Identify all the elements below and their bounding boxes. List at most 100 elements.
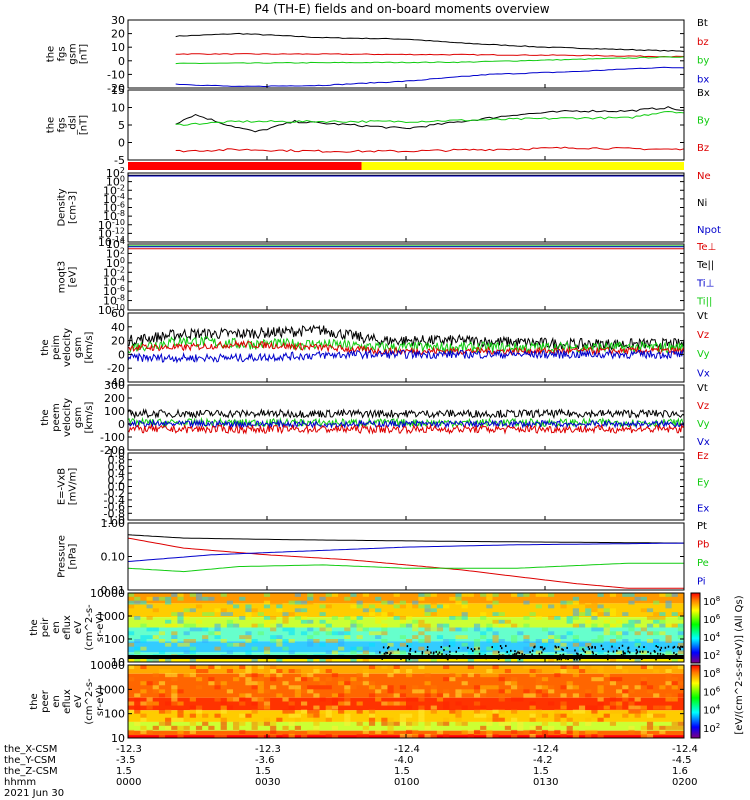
spectrogram-cell — [541, 729, 549, 734]
spectrogram-cell — [319, 627, 326, 632]
spectrogram-cell — [455, 701, 462, 706]
spectrogram-cell — [356, 593, 363, 597]
spectrogram-cell — [356, 673, 363, 678]
spectrogram-cell — [597, 701, 604, 706]
ephemeris-row-label: the_X-CSM — [4, 744, 57, 755]
spectrogram-cell — [338, 596, 345, 601]
spectrogram-cell — [344, 697, 351, 702]
y-axis-label: velocity — [62, 328, 73, 367]
spectrogram-cell — [375, 689, 382, 694]
spectrogram-cell — [288, 721, 295, 726]
spectrogram-cell — [498, 689, 505, 694]
spectrogram-cell — [436, 635, 444, 639]
spectrogram-cell — [504, 619, 512, 624]
series-Bz — [175, 146, 685, 153]
spectrogram-cell — [473, 623, 481, 628]
spectrogram-cell — [461, 642, 468, 647]
spectrogram-cell — [443, 717, 450, 722]
spectrogram-cell — [171, 717, 178, 722]
spectrogram-cell — [492, 631, 499, 636]
spectrogram-speck — [523, 654, 526, 657]
spectrogram-cell — [270, 677, 277, 682]
spectrogram-cell — [486, 729, 493, 734]
spectrogram-cell — [486, 717, 493, 722]
spectrogram-cell — [325, 733, 332, 738]
spectrogram-speck — [629, 657, 631, 660]
spectrogram-cell — [609, 701, 617, 706]
spectrogram-cell — [195, 677, 203, 682]
spectrogram-cell — [585, 619, 592, 624]
spectrogram-cell — [467, 673, 474, 678]
spectrogram-cell — [591, 639, 598, 643]
spectrogram-cell — [387, 717, 394, 722]
spectrogram-cell — [634, 619, 641, 624]
spectrogram-cell — [609, 593, 617, 597]
spectrogram-cell — [659, 685, 666, 690]
y-axis-label: eV — [73, 695, 84, 708]
spectrogram-cell — [381, 685, 388, 690]
spectrogram-cell — [560, 693, 567, 698]
spectrogram-cell — [134, 693, 141, 698]
spectrogram-cell — [263, 646, 271, 651]
spectrogram-cell — [671, 612, 678, 616]
spectrogram-cell — [455, 713, 462, 718]
spectrogram-cell — [554, 646, 561, 651]
spectrogram-cell — [609, 658, 617, 662]
spectrogram-speck — [668, 658, 671, 661]
spectrogram-cell — [146, 604, 153, 609]
spectrogram-cell — [288, 600, 295, 605]
spectrogram-cell — [214, 635, 221, 639]
spectrogram-cell — [362, 658, 369, 662]
spectrogram-cell — [430, 733, 437, 738]
spectrogram-cell — [288, 713, 295, 718]
spectrogram-speck — [588, 647, 591, 650]
spectrogram-cell — [399, 701, 406, 706]
spectrogram-cell — [356, 616, 363, 620]
spectrogram-cell — [393, 616, 400, 620]
spectrogram-cell — [171, 616, 178, 620]
spectrogram-cell — [640, 677, 647, 682]
spectrogram-speck — [529, 651, 531, 654]
spectrogram-cell — [665, 673, 672, 678]
y-tick-label: 0.2 — [108, 474, 126, 487]
spectrogram-cell — [195, 619, 203, 624]
spectrogram-cell — [356, 709, 363, 714]
spectrogram-cell — [294, 689, 301, 694]
spectrogram-cell — [177, 596, 184, 601]
spectrogram-cell — [486, 669, 493, 674]
spectrogram-speck — [421, 651, 424, 654]
spectrogram-cell — [177, 713, 184, 718]
spectrogram-cell — [239, 635, 246, 639]
spectrogram-cell — [603, 631, 610, 636]
spectrogram-cell — [486, 685, 493, 690]
spectrogram-speck — [514, 652, 516, 655]
y-axis-label: [km/s] — [84, 401, 95, 433]
spectrogram-cell — [307, 689, 314, 694]
spectrogram-cell — [331, 701, 339, 706]
spectrogram-cell — [313, 693, 320, 698]
spectrogram-cell — [541, 685, 549, 690]
spectrogram-speck — [470, 648, 473, 651]
spectrogram-cell — [585, 596, 592, 601]
spectrogram-cell — [313, 658, 320, 662]
panel-frame — [127, 172, 685, 243]
spectrogram-cell — [171, 701, 178, 706]
spectrogram-speck — [559, 654, 561, 657]
spectrogram-speck — [642, 650, 644, 653]
spectrogram-cell — [356, 681, 363, 686]
spectrogram-speck — [515, 654, 518, 657]
spectrogram-cell — [486, 627, 493, 632]
spectrogram-speck — [472, 649, 474, 652]
spectrogram-cell — [350, 604, 357, 609]
spectrogram-speck — [506, 650, 508, 653]
spectrogram-cell — [189, 646, 196, 651]
spectrogram-cell — [276, 604, 283, 609]
spectrogram-speck — [567, 658, 569, 661]
spectrogram-cell — [548, 616, 555, 620]
spectrogram-cell — [220, 639, 227, 643]
spectrogram-speck — [677, 646, 679, 649]
spectrogram-cell — [640, 608, 647, 613]
spectrogram-cell — [313, 677, 320, 682]
y-axis-label: the — [46, 117, 57, 133]
spectrogram-speck — [409, 648, 412, 651]
